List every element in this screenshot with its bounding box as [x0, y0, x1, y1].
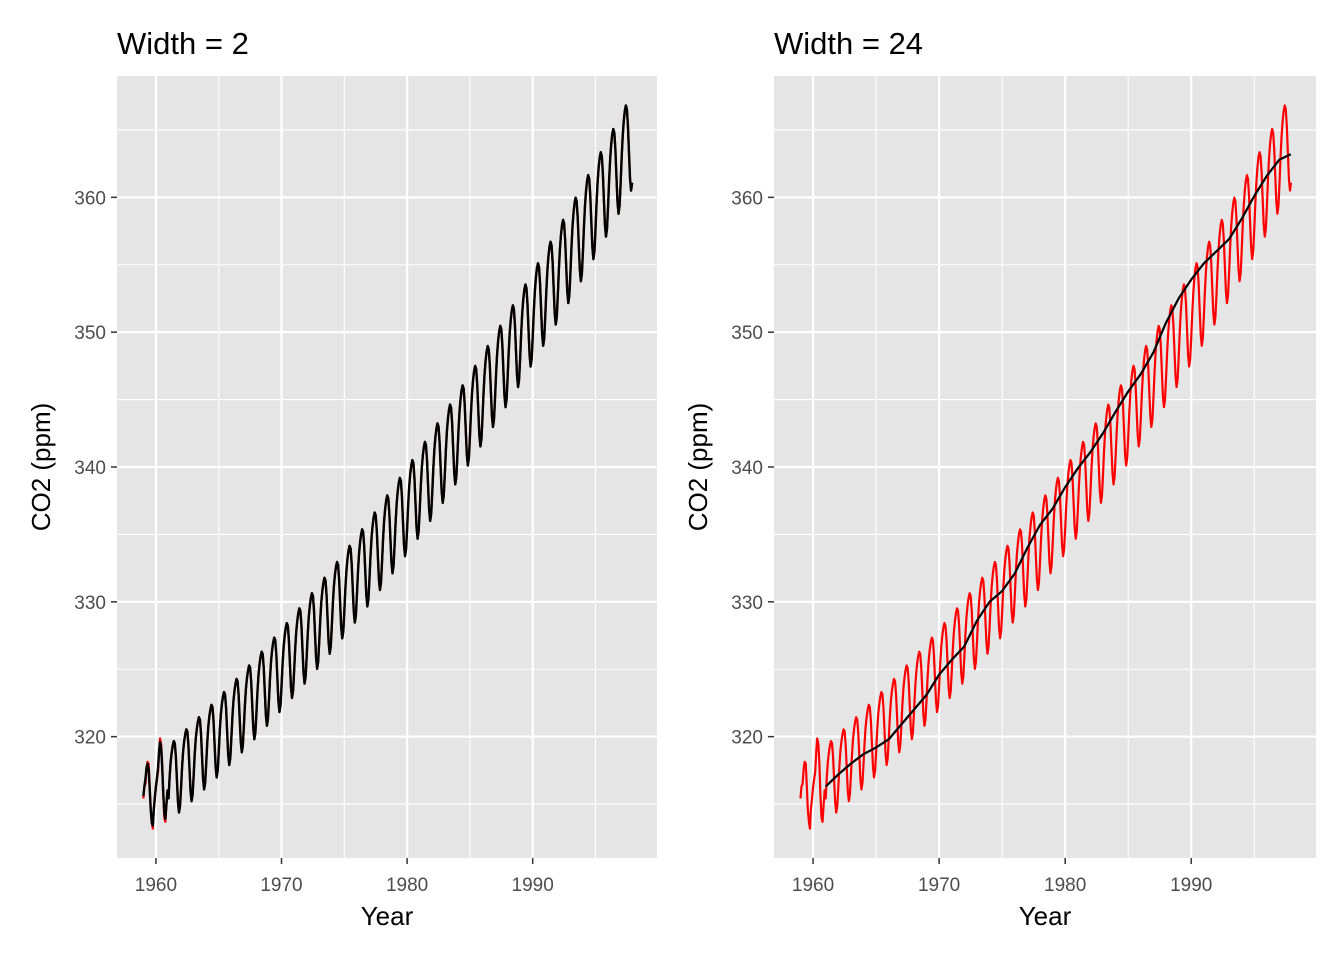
chart-title: Width = 2: [117, 26, 249, 61]
y-tick-label: 350: [731, 323, 763, 344]
y-tick-label: 330: [731, 593, 763, 614]
x-tick-label: 1980: [386, 875, 428, 896]
x-tick-label: 1960: [792, 875, 834, 896]
chart-title: Width = 24: [774, 26, 923, 61]
y-tick-label: 360: [74, 188, 106, 209]
y-axis-title: CO2 (ppm): [683, 403, 713, 532]
x-axis-title: Year: [361, 901, 414, 931]
x-tick-label: 1990: [1170, 875, 1212, 896]
x-tick-label: 1970: [918, 875, 960, 896]
y-tick-label: 320: [731, 728, 763, 749]
y-tick-label: 330: [74, 593, 106, 614]
series-line-smoothed: [142, 104, 634, 827]
series-line-raw: [799, 104, 1293, 830]
x-tick-label: 1990: [512, 875, 554, 896]
y-axis-title: CO2 (ppm): [26, 403, 56, 532]
y-tick-label: 360: [731, 188, 763, 209]
chart-panel-right: 1960 1970 1980 1990 320 330 340 350 360 Width = 2…: [683, 26, 1316, 931]
chart-panel-left: 1960 1970 1980 1990 320 330 340 350 360 Width = 2…: [26, 26, 657, 931]
series-line-smoothed: [824, 153, 1292, 788]
x-tick-label: 1970: [260, 875, 302, 896]
y-tick-label: 320: [74, 728, 106, 749]
x-tick-label: 1980: [1044, 875, 1086, 896]
x-tick-label: 1960: [135, 875, 177, 896]
y-tick-label: 340: [731, 458, 763, 479]
x-axis-title: Year: [1019, 901, 1072, 931]
y-tick-label: 340: [74, 458, 106, 479]
y-tick-label: 350: [74, 323, 106, 344]
